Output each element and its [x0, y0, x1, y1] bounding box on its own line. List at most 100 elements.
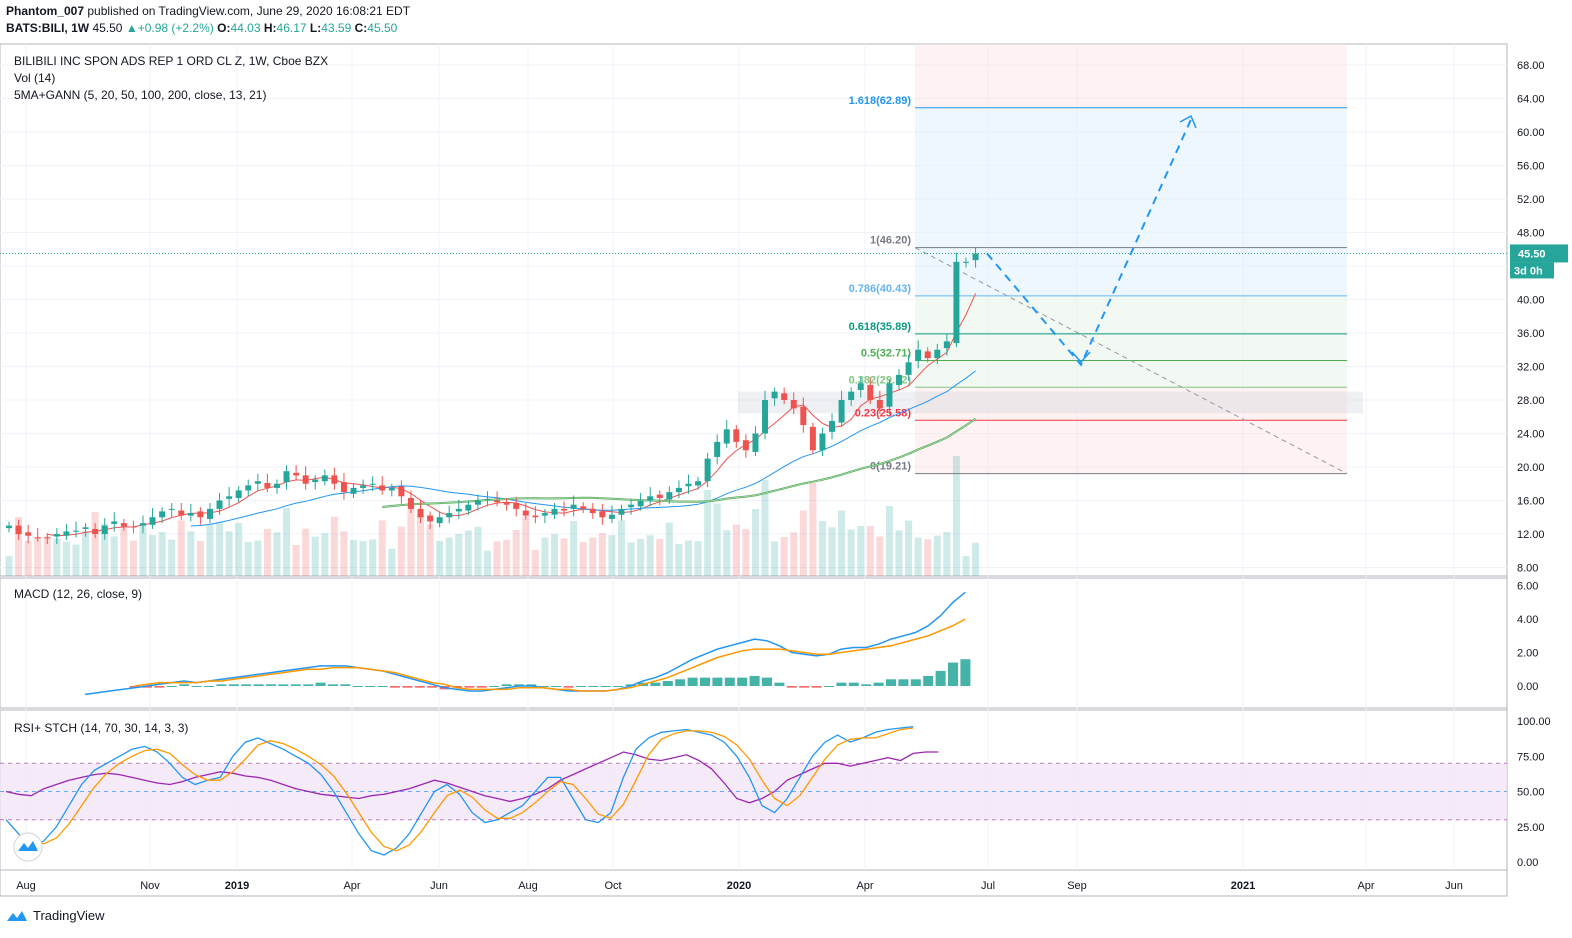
- candle-body: [72, 530, 79, 532]
- candle-body: [92, 528, 99, 534]
- price-tick-label: 40.00: [1517, 295, 1545, 307]
- volume-bar: [388, 548, 396, 576]
- volume-bar: [876, 536, 884, 576]
- macd-histogram-bar: [365, 686, 376, 687]
- published-text: published on TradingView.com, June 29, 2…: [87, 4, 411, 18]
- rsi-series-line: [5, 725, 914, 856]
- volume-bar: [723, 530, 731, 576]
- author-name[interactable]: Phantom_007: [6, 4, 85, 18]
- candle-body: [254, 481, 261, 484]
- volume-bar: [771, 541, 779, 576]
- footer-brand[interactable]: TradingView: [6, 908, 105, 923]
- volume-bar: [637, 538, 645, 576]
- candle-body: [742, 440, 749, 451]
- projection-arrow-up-icon: [1179, 114, 1197, 129]
- candle-body: [120, 523, 127, 527]
- volume-bar: [493, 541, 501, 576]
- volume-bar: [905, 520, 913, 576]
- fib-level-label: 0.382(29.52): [849, 374, 912, 386]
- macd-legend[interactable]: MACD (12, 26, close, 9): [14, 587, 143, 601]
- volume-bar: [694, 541, 702, 576]
- macd-histogram-bar: [576, 686, 586, 687]
- macd-histogram-bar: [960, 659, 971, 686]
- macd-histogram-bar: [154, 686, 165, 688]
- ma-legend[interactable]: 5MA+GANN (5, 20, 50, 100, 200, close, 13…: [14, 88, 267, 102]
- price-tick-label: 56.00: [1517, 161, 1545, 173]
- candle-body: [838, 400, 845, 423]
- macd-tick-label: 4.00: [1517, 614, 1538, 626]
- candle-body: [551, 508, 558, 515]
- macd-histogram-bar: [204, 686, 214, 687]
- volume-bar: [34, 536, 42, 576]
- macd-histogram-bar: [600, 686, 611, 687]
- volume-bar: [924, 539, 932, 576]
- volume-bar: [761, 480, 769, 576]
- high-value: 46.17: [276, 21, 307, 35]
- macd-histogram-bar: [588, 686, 599, 687]
- candle-body: [293, 472, 300, 476]
- candle-body: [25, 532, 32, 536]
- candle-body: [809, 426, 816, 451]
- vol-legend[interactable]: Vol (14): [14, 71, 56, 85]
- candle-body: [972, 253, 979, 261]
- rsi-legend[interactable]: RSI+ STCH (14, 70, 30, 14, 3, 3): [14, 721, 189, 735]
- macd-histogram-bar: [352, 686, 363, 687]
- volume-bar: [885, 506, 893, 576]
- rsi-tick-label: 100.00: [1517, 716, 1551, 728]
- candle-body: [570, 504, 577, 509]
- volume-bar: [847, 529, 855, 576]
- volume-bar: [675, 544, 683, 576]
- macd-histogram-bar: [662, 680, 673, 686]
- volume-bar: [330, 516, 338, 576]
- volume-bar: [550, 534, 558, 576]
- candle-body: [561, 508, 568, 511]
- volume-bar: [933, 535, 941, 576]
- macd-histogram-bar: [712, 677, 723, 686]
- candle-body: [513, 503, 520, 509]
- volume-bar: [24, 540, 32, 576]
- volume-bar: [407, 506, 415, 576]
- macd-histogram-bar: [253, 684, 264, 686]
- candle-body: [867, 384, 874, 400]
- volume-bar: [503, 539, 511, 576]
- volume-bar: [244, 541, 252, 576]
- macd-histogram-bar: [824, 686, 834, 687]
- fib-zone-low: [915, 387, 1347, 474]
- volume-bar: [82, 530, 90, 576]
- candle-body: [6, 525, 12, 529]
- macd-tick-label: 0.00: [1517, 681, 1538, 693]
- candle-body: [685, 483, 692, 487]
- macd-histogram-bar: [811, 686, 822, 688]
- symbol-label: BATS:BILI, 1W: [6, 21, 90, 35]
- candle-body: [369, 483, 376, 485]
- price-tick-label: 52.00: [1517, 194, 1545, 206]
- publish-header: Phantom_007 published on TradingView.com…: [6, 4, 410, 18]
- volume-bar: [579, 542, 587, 576]
- candle-body: [168, 508, 175, 510]
- candle-body: [474, 500, 481, 505]
- main-legend-title[interactable]: BILIBILI INC SPON ADS REP 1 ORD CL Z, 1W…: [14, 54, 329, 68]
- fib-level-label: 0.618(35.89): [849, 321, 912, 333]
- macd-histogram-bar: [166, 686, 177, 687]
- macd-histogram-bar: [191, 686, 202, 687]
- candle-body: [876, 400, 883, 409]
- macd-signal-line: [134, 618, 966, 692]
- candle-body: [695, 481, 702, 486]
- candle-body: [379, 485, 386, 491]
- rsi-series-line: [31, 727, 914, 852]
- tradingview-logo-icon: [7, 910, 27, 921]
- volume-bar: [302, 528, 310, 576]
- high-label: H:: [263, 21, 277, 35]
- macd-histogram-bar: [278, 684, 289, 686]
- candle-body: [647, 496, 654, 501]
- volume-bar: [321, 532, 329, 576]
- candle-body: [235, 490, 242, 498]
- macd-histogram-bar: [749, 675, 760, 686]
- candle-body: [752, 433, 759, 452]
- ma-line: [382, 418, 976, 508]
- candle-body: [733, 429, 740, 442]
- macd-histogram-bar: [390, 686, 400, 688]
- candle-body: [197, 511, 204, 518]
- volume-bar: [445, 537, 453, 576]
